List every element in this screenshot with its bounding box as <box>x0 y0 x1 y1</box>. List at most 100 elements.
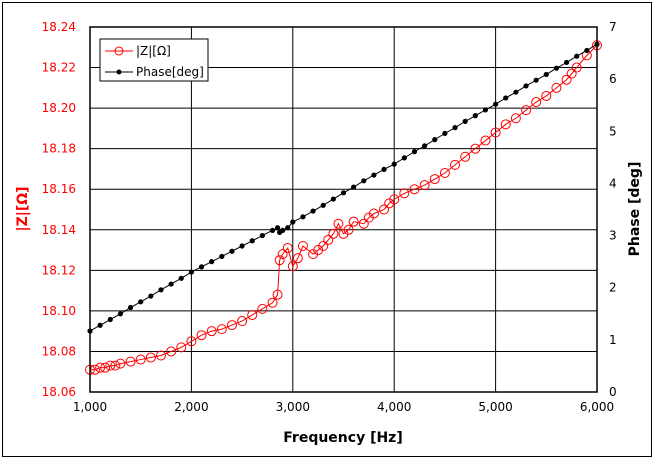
z-data-point <box>510 113 521 124</box>
z-data-point <box>419 180 430 191</box>
phase-data-point <box>188 269 194 275</box>
y-axis-label: |Z|[Ω] <box>15 186 31 231</box>
phase-data-point <box>432 137 438 143</box>
z-data-point <box>216 324 227 335</box>
phase-data-point <box>340 190 347 196</box>
phase-data-point <box>371 172 377 178</box>
phase-data-point <box>422 143 428 149</box>
plot-area-border <box>89 26 598 393</box>
series-layer <box>85 40 602 375</box>
z-data-point <box>166 346 177 357</box>
z-data-point <box>100 362 111 373</box>
z-data-point <box>323 234 334 245</box>
phase-data-point <box>168 281 174 287</box>
phase-data-point <box>462 118 468 124</box>
phase-data-point <box>513 89 519 95</box>
phase-data-point <box>138 299 144 305</box>
z-data-point <box>135 354 146 365</box>
phase-data-point <box>442 130 448 136</box>
phase-data-point <box>239 243 245 249</box>
y2-tick-label: 0 <box>609 385 617 399</box>
x-tick-label: 6,000 <box>580 400 614 414</box>
z-data-point <box>257 303 268 314</box>
z-data-point <box>531 97 542 108</box>
z-data-point <box>566 68 577 79</box>
phase-data-point <box>249 238 255 244</box>
phase-data-point <box>533 77 539 83</box>
phase-data-point <box>178 275 184 281</box>
x-tick-label: 1,000 <box>73 400 107 414</box>
x-tick-label: 3,000 <box>276 400 310 414</box>
z-data-point <box>115 358 126 369</box>
phase-data-point <box>285 225 291 231</box>
z-data-point <box>186 336 197 347</box>
z-data-point <box>247 309 258 320</box>
z-data-point <box>500 119 511 130</box>
phase-data-point <box>584 47 590 54</box>
y-tick-label: 18.24 <box>42 20 76 34</box>
z-data-point <box>490 127 501 138</box>
z-data-point <box>274 255 285 266</box>
z-data-point <box>521 105 532 116</box>
phase-data-point <box>391 161 397 167</box>
phase-data-point <box>107 316 113 323</box>
phase-data-point <box>274 225 281 231</box>
y-tick-label: 18.18 <box>42 142 76 156</box>
z-data-point <box>226 320 237 331</box>
phase-data-point <box>553 65 560 71</box>
phase-data-point <box>503 95 509 101</box>
z-data-point <box>343 224 354 235</box>
z-data-point <box>409 184 420 195</box>
z-series-line <box>90 44 598 371</box>
phase-data-point <box>330 196 336 202</box>
y-tick-label: 18.10 <box>42 304 76 318</box>
phase-data-point <box>452 125 458 131</box>
z-data-point <box>105 360 116 371</box>
z-data-point <box>439 168 450 178</box>
z-data-point <box>292 253 303 264</box>
y-tick-label: 18.06 <box>42 385 76 399</box>
legend-z-label: |Z|[Ω] <box>136 44 171 58</box>
z-data-point <box>206 326 217 337</box>
phase-data-point <box>158 287 164 293</box>
legend-phase-label: Phase[deg] <box>136 65 204 79</box>
phase-data-point <box>209 259 215 265</box>
phase-data-point <box>320 202 326 208</box>
z-data-point <box>399 188 410 199</box>
phase-data-point <box>574 53 580 59</box>
z-data-point <box>328 228 339 239</box>
z-data-point <box>541 90 552 101</box>
phase-data-point <box>523 83 529 89</box>
chart-frame <box>2 2 652 457</box>
z-data-point <box>389 194 400 205</box>
z-data-point <box>125 356 136 367</box>
phase-series-line <box>89 43 598 332</box>
z-data-point <box>368 208 379 219</box>
legend-z-marker <box>114 46 124 56</box>
x-axis-label: Frequency [Hz] <box>283 430 402 446</box>
y-tick-label: 18.20 <box>42 101 76 115</box>
phase-data-point <box>117 311 124 317</box>
phase-data-point <box>290 219 296 225</box>
y2-tick-label: 1 <box>609 333 617 347</box>
z-data-point <box>267 297 278 308</box>
z-data-point <box>176 342 187 353</box>
z-data-point <box>460 151 471 162</box>
phase-data-point <box>482 107 489 113</box>
y2-tick-label: 4 <box>609 176 617 190</box>
z-data-point <box>155 350 166 361</box>
z-data-point <box>348 216 359 227</box>
y2-tick-label: 5 <box>609 124 617 138</box>
z-data-point <box>358 218 369 229</box>
phase-data-point <box>310 208 316 214</box>
z-data-point <box>333 218 344 229</box>
z-data-point <box>110 360 121 371</box>
phase-data-point <box>401 155 407 161</box>
phase-data-point <box>563 59 570 66</box>
y-tick-label: 18.08 <box>42 344 76 358</box>
y2-axis-label: Phase [deg] <box>627 162 643 257</box>
grid <box>89 26 598 393</box>
phase-data-point <box>127 304 134 311</box>
legend: |Z|[Ω] Phase[deg] <box>99 38 209 82</box>
